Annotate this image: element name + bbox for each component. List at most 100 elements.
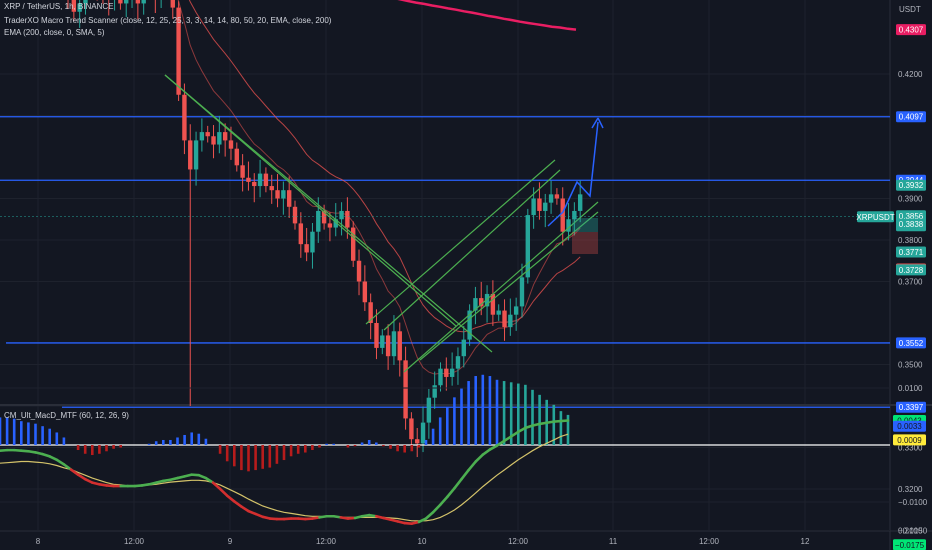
x-tick-label: 12:00: [124, 537, 145, 546]
candle-body: [345, 210, 350, 228]
candle-body: [176, 7, 181, 95]
indicator-trend-scanner-label[interactable]: TraderXO Macro Trend Scanner (close, 12,…: [4, 16, 332, 25]
candle-body: [566, 219, 571, 232]
macd-histogram-bar: [119, 445, 122, 448]
macd-histogram-bar: [233, 445, 236, 467]
candle-body: [426, 397, 432, 423]
macd-line-segment: [516, 426, 527, 434]
macd-histogram-bar: [289, 445, 293, 457]
price-label-tag: 0.3552: [896, 337, 926, 349]
macd-histogram-bar: [524, 384, 527, 445]
macd-line-segment: [509, 430, 520, 438]
macd-price-label-tag: 0.0009: [893, 434, 926, 446]
trend-channel-line: [403, 201, 599, 373]
y-tick-label: 0.3800: [898, 236, 923, 245]
macd-histogram-bar: [83, 445, 87, 454]
candle-body: [572, 210, 577, 220]
candle-body: [351, 227, 356, 261]
candle-body: [118, 0, 123, 4]
macd-line-segment: [431, 503, 442, 514]
macd-line-segment: [48, 455, 59, 462]
candle-body: [560, 198, 565, 232]
candle-body: [403, 360, 408, 419]
candle-body: [298, 223, 304, 245]
stop-zone: [572, 232, 598, 254]
y-tick-label: 0.3300: [898, 444, 923, 453]
candle-body: [577, 194, 583, 211]
candle-body: [234, 148, 239, 166]
candle-body: [193, 140, 199, 170]
macd-price-label-bg: [893, 420, 926, 432]
candle-body: [304, 244, 309, 253]
macd-histogram-bar: [55, 432, 59, 445]
macd-histogram-bar: [367, 439, 371, 445]
macd-histogram-bar: [531, 389, 534, 445]
macd-price-label-text: −0.0175: [895, 541, 925, 550]
candle-body: [321, 210, 327, 224]
price-label-tag: 0.3397: [896, 401, 926, 413]
macd-y-tick-label: −0.0150: [898, 527, 928, 536]
macd-histogram-bar: [353, 445, 357, 447]
candle-body: [286, 190, 292, 207]
y-tick-label: 0.4200: [898, 70, 923, 79]
macd-price-label-bg: [893, 434, 926, 446]
trend-scanner-slow-line: [188, 0, 581, 333]
candle-body: [275, 190, 280, 199]
macd-histogram-bar: [389, 445, 392, 449]
price-label-text: 0.3932: [899, 181, 924, 190]
macd-histogram-bar: [438, 417, 442, 445]
price-label-text: 0.3856: [899, 212, 924, 221]
symbol-title[interactable]: XRP / TetherUS, 1h, BINANCE: [4, 2, 114, 11]
candle-body: [217, 132, 222, 145]
trend-channel-line: [419, 211, 599, 361]
macd-histogram-bar: [304, 445, 307, 453]
macd-histogram-bar: [218, 445, 222, 454]
candle-body: [356, 260, 362, 282]
price-label-text: 0.3771: [899, 248, 924, 257]
macd-histogram-bar: [204, 438, 208, 445]
price-label-bg: [896, 111, 926, 123]
candle-body: [228, 140, 234, 149]
y-tick-label: 0.3200: [898, 485, 923, 494]
macd-indicator-label[interactable]: CM_Ult_MacD_MTF (60, 12, 26, 9): [4, 411, 129, 420]
candle-body: [513, 306, 519, 315]
price-label-tag: 0.3728: [896, 264, 926, 276]
candle-body: [415, 439, 420, 444]
macd-line-segment: [204, 476, 215, 484]
candle-body: [333, 219, 338, 228]
macd-histogram-bar: [382, 445, 385, 447]
candle-body: [490, 293, 496, 315]
macd-line-segment: [445, 487, 456, 499]
macd-histogram-bar: [12, 418, 16, 445]
macd-histogram-bar: [360, 442, 364, 445]
macd-price-label-tag: −0.0175: [893, 539, 926, 550]
price-label-bg: [896, 218, 926, 230]
candle-body: [124, 0, 129, 4]
candle-body: [432, 385, 437, 398]
price-label-text: 0.3397: [899, 403, 924, 412]
macd-histogram-bar: [410, 445, 414, 452]
candle-body: [316, 210, 321, 232]
x-tick-label: 11: [609, 537, 618, 546]
candle-body: [385, 335, 391, 357]
macd-line-segment: [502, 435, 513, 443]
macd-histogram-bar: [481, 374, 485, 445]
candle-body: [519, 277, 525, 307]
macd-line-segment: [211, 481, 222, 491]
candle-body: [188, 140, 193, 170]
candle-body: [71, 0, 77, 12]
price-label-bg: [857, 211, 894, 223]
macd-line-segment: [559, 419, 570, 423]
candle-body: [537, 198, 542, 211]
macd-histogram-bar: [176, 437, 179, 445]
macd-histogram-bar: [403, 445, 406, 453]
indicator-ema-label[interactable]: EMA (200, close, 0, SMA, 5): [4, 28, 105, 37]
price-label-tag: 0.3856: [896, 210, 926, 222]
macd-line-segment: [83, 477, 94, 484]
macd-line-segment: [417, 517, 428, 524]
candle-body: [246, 177, 251, 182]
macd-histogram-bar: [48, 428, 51, 445]
candle-body: [525, 215, 530, 278]
macd-histogram-bar: [20, 421, 23, 445]
